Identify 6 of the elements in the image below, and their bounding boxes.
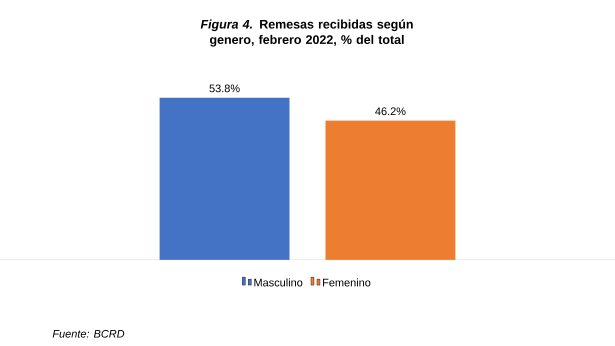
legend-label: Masculino (254, 278, 302, 287)
data-label: 53.8% (209, 84, 240, 92)
chart-title: Figura 4. Remesas recibidas según genero, febrero 2022, % del total (200, 19, 413, 47)
legend-label: Femenino (323, 278, 370, 287)
data-label: 46.2% (375, 108, 406, 116)
source-note: Fuente: BCRD (52, 330, 124, 338)
